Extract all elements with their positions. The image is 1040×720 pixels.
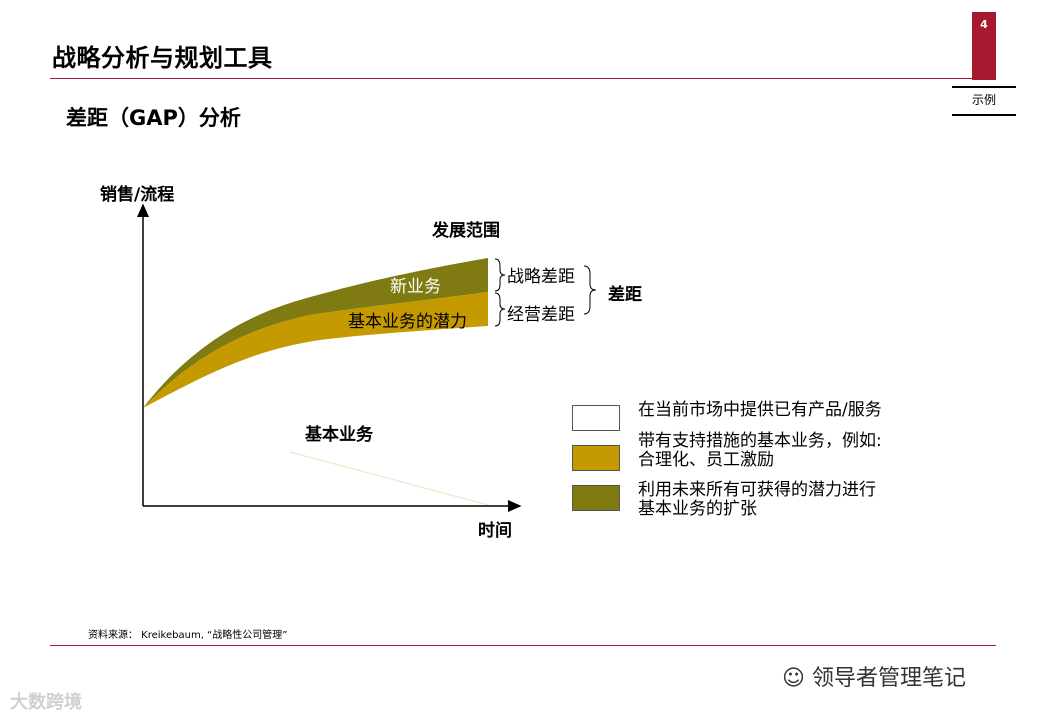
source-note: 资料来源： Kreikebaum, “战略性公司管理” [88,630,288,641]
operational-gap-brace [494,292,506,327]
gap-brace [583,265,597,315]
legend-swatch-gold [572,445,620,471]
sample-divider-top [952,86,1016,88]
strategic-gap-label: 战略差距 [507,267,575,287]
legend-swatch-white [572,405,620,431]
base-business-label: 基本业务 [305,425,373,445]
gap-label: 差距 [608,285,642,305]
legend-text-3: 利用未来所有可获得的潜力进行 基本业务的扩张 [638,480,876,519]
x-axis-label: 时间 [478,521,512,541]
new-business-label: 新业务 [390,277,441,297]
sample-label: 示例 [971,93,996,107]
page-title: 战略分析与规划工具 [52,44,273,72]
watermark-left: 大数跨境 [10,692,82,713]
y-axis-label: 销售/流程 [100,185,175,205]
wechat-icon: ☺ [782,666,805,691]
legend-text-2: 带有支持措施的基本业务，例如: 合理化、员工激励 [638,431,882,470]
base-business-line [289,451,489,506]
operational-gap-label: 经营差距 [507,305,575,325]
watermark-right: ☺ 领导者管理笔记 [782,666,966,691]
strategic-gap-brace [494,258,506,292]
page-number: 4 [972,12,996,80]
legend-swatch-olive [572,485,620,511]
band-new-business [143,258,488,408]
development-scope-label: 发展范围 [432,221,500,241]
sample-divider-bottom [952,114,1016,116]
band-base-potential [143,292,488,408]
title-divider [50,78,996,79]
base-potential-label: 基本业务的潜力 [348,312,467,332]
legend-text-1: 在当前市场中提供已有产品/服务 [638,400,882,420]
subtitle: 差距（GAP）分析 [66,106,241,130]
footer-divider [50,645,996,646]
